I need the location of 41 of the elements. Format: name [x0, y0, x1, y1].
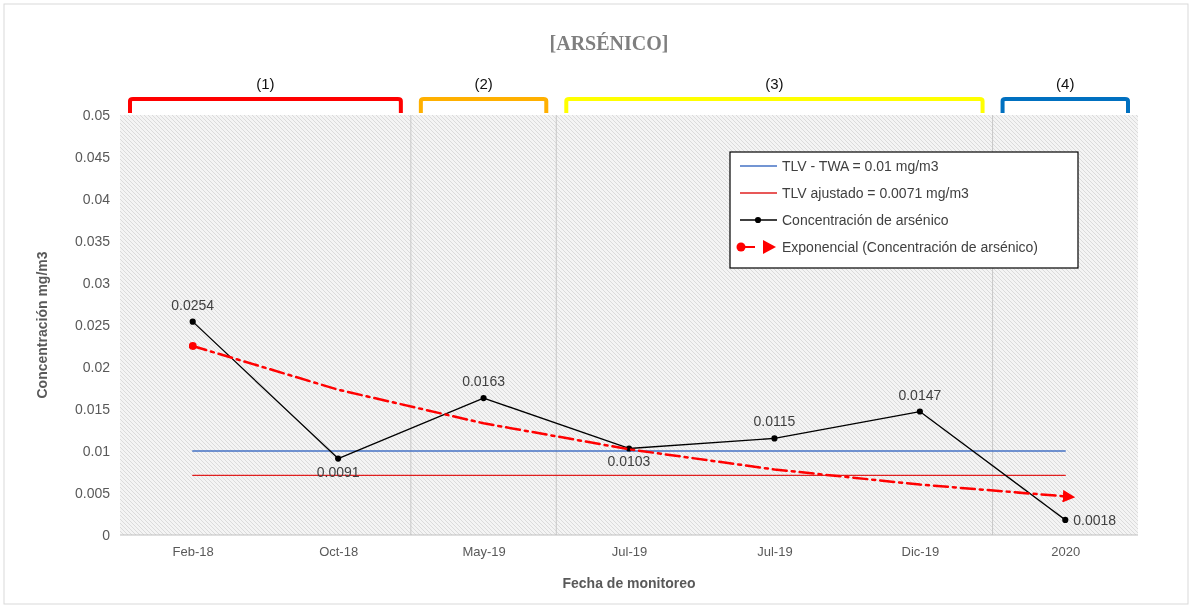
y-axis-title: Concentración mg/m3 [34, 251, 50, 399]
x-tick-label: Dic-19 [901, 544, 940, 560]
point [335, 455, 342, 462]
x-tick-label: Jul-19 [611, 544, 648, 560]
x-tick-label: 2020 [1051, 544, 1081, 560]
y-tick-label: 0.015 [74, 400, 111, 417]
x-axis-title: Fecha de monitoreo [562, 575, 696, 591]
data-label: 0.0147 [898, 386, 942, 403]
data-label: 0.0254 [171, 296, 215, 313]
text: (3) [765, 75, 784, 92]
x-tick-label: May-19 [462, 544, 506, 560]
data-label: 0.0163 [462, 373, 506, 390]
x-tick-label: Jul-19 [757, 544, 793, 560]
y-tick-label: 0.02 [82, 358, 111, 375]
data-label: 0.0103 [607, 453, 651, 470]
legend-label: TLV ajustado = 0.0071 mg/m3 [782, 185, 970, 201]
data-label: 0.0115 [753, 413, 796, 430]
text: (2) [474, 75, 493, 92]
point [189, 318, 196, 325]
y-tick-label: 0 [102, 526, 111, 543]
y-tick-label: 0.045 [74, 148, 111, 165]
point [916, 408, 923, 415]
legend-label: Concentración de arsénico [782, 212, 949, 228]
x-tick-label: Oct-18 [319, 544, 359, 560]
y-tick-label: 0.04 [82, 190, 111, 207]
y-tick-label: 0.005 [74, 484, 111, 501]
y-tick-label: 0.05 [82, 106, 111, 123]
text: (1) [256, 75, 275, 92]
text: (4) [1056, 75, 1075, 92]
x-tick-label: Feb-18 [172, 544, 214, 560]
point [771, 435, 778, 442]
data-label: 0.0018 [1073, 511, 1117, 528]
y-tick-label: 0.025 [74, 316, 111, 333]
point [480, 395, 487, 402]
y-tick-label: 0.01 [82, 442, 111, 459]
y-tick-label: 0.03 [82, 274, 111, 291]
legend-label: Exponencial (Concentración de arsénico) [782, 239, 1039, 255]
point [1062, 516, 1069, 523]
legend-label: TLV - TWA = 0.01 mg/m3 [782, 158, 939, 174]
chart-title: [ARSÉNICO] [549, 32, 669, 54]
y-tick-label: 0.035 [74, 232, 111, 249]
